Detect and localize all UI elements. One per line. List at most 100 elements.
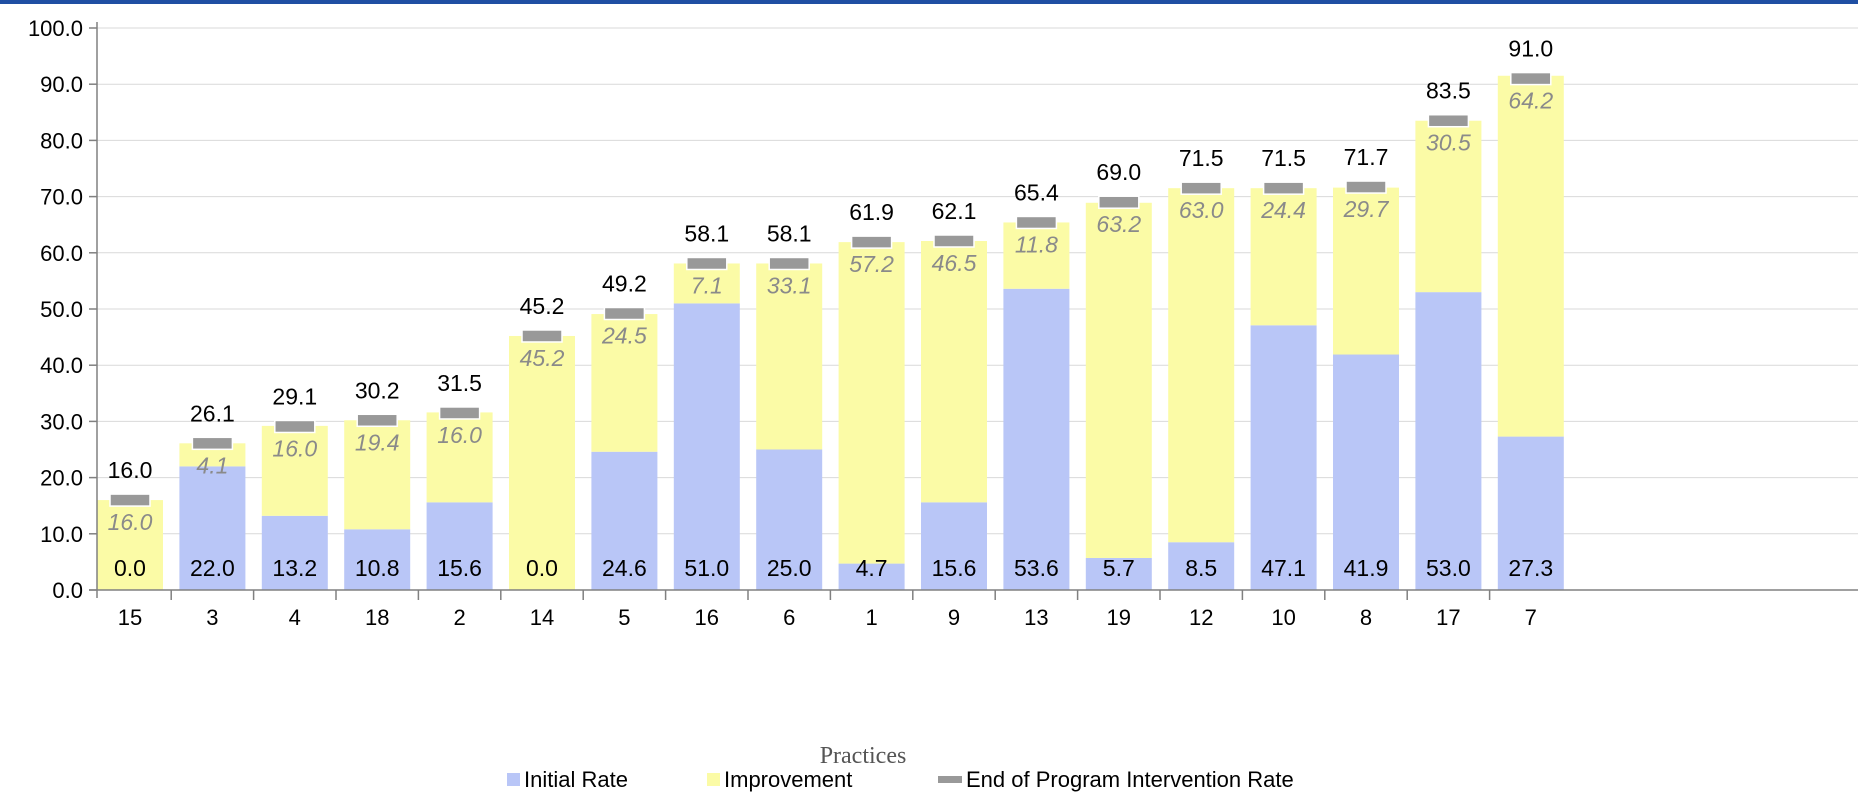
legend-swatch-initial-rate xyxy=(507,773,520,786)
improvement-data-label: 16.0 xyxy=(437,422,482,448)
x-tick-label: 4 xyxy=(289,605,301,630)
top-border xyxy=(0,0,1858,4)
bar-initial-rate xyxy=(673,303,740,590)
end-rate-marker xyxy=(1510,71,1552,86)
bar-initial-rate xyxy=(1250,325,1317,590)
bar-improvement xyxy=(1003,222,1070,289)
bar-initial-rate xyxy=(426,502,493,590)
end-rate-marker xyxy=(933,234,975,248)
end-rate-data-label: 71.7 xyxy=(1344,144,1389,170)
end-rate-marker xyxy=(768,256,810,271)
end-rate-marker xyxy=(1098,195,1140,209)
end-rate-data-label: 61.9 xyxy=(849,199,894,225)
improvement-data-label: 16.0 xyxy=(108,509,153,535)
end-rate-data-label: 58.1 xyxy=(767,220,812,246)
initial-rate-data-label: 4.7 xyxy=(856,555,888,581)
bar-improvement xyxy=(838,242,905,564)
y-tick-label: 50.0 xyxy=(40,297,83,322)
initial-rate-data-label: 41.9 xyxy=(1344,555,1389,581)
bar-initial-rate xyxy=(1333,354,1399,590)
y-tick-label: 40.0 xyxy=(40,353,83,378)
initial-rate-data-label: 22.0 xyxy=(190,555,235,581)
bar-improvement xyxy=(1168,188,1235,543)
bar-initial-rate xyxy=(1415,292,1482,590)
bar-improvement xyxy=(1085,202,1152,558)
end-rate-data-label: 26.1 xyxy=(190,400,235,426)
bar-initial-rate xyxy=(756,449,823,590)
x-tick-label: 12 xyxy=(1189,605,1213,630)
end-rate-data-label: 71.5 xyxy=(1261,145,1306,171)
improvement-data-label: 11.8 xyxy=(1015,231,1058,257)
y-tick-label: 30.0 xyxy=(40,409,83,434)
initial-rate-data-label: 13.2 xyxy=(272,555,317,581)
improvement-data-label: 24.5 xyxy=(601,322,647,348)
bar-improvement xyxy=(261,425,328,516)
initial-rate-data-label: 27.3 xyxy=(1508,555,1553,581)
improvement-data-label: 46.5 xyxy=(932,250,977,276)
end-rate-data-label: 62.1 xyxy=(932,198,977,224)
improvement-data-label: 63.0 xyxy=(1179,197,1224,223)
end-rate-marker xyxy=(191,436,234,451)
bar-improvement xyxy=(344,420,411,530)
end-rate-marker xyxy=(1345,180,1387,194)
improvement-data-label: 4.1 xyxy=(196,452,228,478)
improvement-data-label: 45.2 xyxy=(520,345,565,371)
initial-rate-data-label: 51.0 xyxy=(684,555,729,581)
end-rate-data-label: 49.2 xyxy=(602,270,647,296)
bar-improvement xyxy=(1415,120,1482,293)
end-rate-marker xyxy=(356,413,398,428)
x-tick-label: 10 xyxy=(1271,605,1295,630)
end-rate-marker xyxy=(274,419,316,434)
improvement-data-label: 24.4 xyxy=(1260,197,1306,223)
end-rate-data-label: 58.1 xyxy=(684,220,729,246)
initial-rate-data-label: 47.1 xyxy=(1261,555,1306,581)
legend-swatch-end-rate xyxy=(938,776,962,783)
bar-improvement xyxy=(756,263,823,450)
bar-improvement xyxy=(426,412,493,503)
x-tick-label: 19 xyxy=(1107,605,1131,630)
initial-rate-data-label: 10.8 xyxy=(355,555,400,581)
bar-initial-rate xyxy=(838,563,905,590)
initial-rate-data-label: 53.6 xyxy=(1014,555,1059,581)
improvement-data-label: 57.2 xyxy=(849,251,894,277)
initial-rate-data-label: 25.0 xyxy=(767,555,812,581)
bar-initial-rate xyxy=(344,529,411,590)
y-tick-label: 0.0 xyxy=(52,578,83,603)
x-tick-label: 13 xyxy=(1024,605,1048,630)
end-rate-data-label: 65.4 xyxy=(1014,179,1059,205)
bar-improvement xyxy=(1333,187,1399,355)
improvement-data-label: 30.5 xyxy=(1426,130,1471,156)
improvement-data-label: 29.7 xyxy=(1343,196,1390,222)
x-tick-label: 8 xyxy=(1360,605,1372,630)
x-tick-label: 5 xyxy=(618,605,630,630)
bar-improvement xyxy=(509,335,575,590)
end-rate-data-label: 29.1 xyxy=(272,383,317,409)
bar-initial-rate xyxy=(591,451,658,590)
bar-initial-rate xyxy=(1168,542,1235,590)
x-tick-label: 2 xyxy=(453,605,465,630)
x-tick-label: 14 xyxy=(530,605,554,630)
gridlines xyxy=(97,27,1858,535)
end-rate-marker xyxy=(603,306,646,321)
improvement-data-label: 33.1 xyxy=(767,272,812,298)
x-tick-label: 16 xyxy=(695,605,719,630)
bar-initial-rate xyxy=(1497,436,1564,590)
x-tick-label: 7 xyxy=(1525,605,1537,630)
end-rate-marker xyxy=(686,256,728,271)
initial-rate-data-label: 0.0 xyxy=(114,555,146,581)
end-rate-data-label: 16.0 xyxy=(108,457,153,483)
improvement-data-label: 19.4 xyxy=(355,429,400,455)
x-tick-label: 1 xyxy=(865,605,877,630)
bar-initial-rate xyxy=(261,515,328,590)
x-tick-label: 18 xyxy=(365,605,389,630)
initial-rate-data-label: 15.6 xyxy=(932,555,977,581)
bar-initial-rate xyxy=(921,502,987,590)
axes: 0.010.020.030.040.050.060.070.080.090.01… xyxy=(28,16,1858,630)
end-rate-marker xyxy=(850,235,893,249)
end-rate-data-label: 69.0 xyxy=(1096,159,1141,185)
bar-initial-rate xyxy=(1003,288,1070,590)
initial-rate-data-label: 8.5 xyxy=(1185,555,1217,581)
bar-improvement xyxy=(591,314,658,452)
end-rate-marker xyxy=(109,493,151,507)
initial-rate-data-label: 15.6 xyxy=(437,555,482,581)
